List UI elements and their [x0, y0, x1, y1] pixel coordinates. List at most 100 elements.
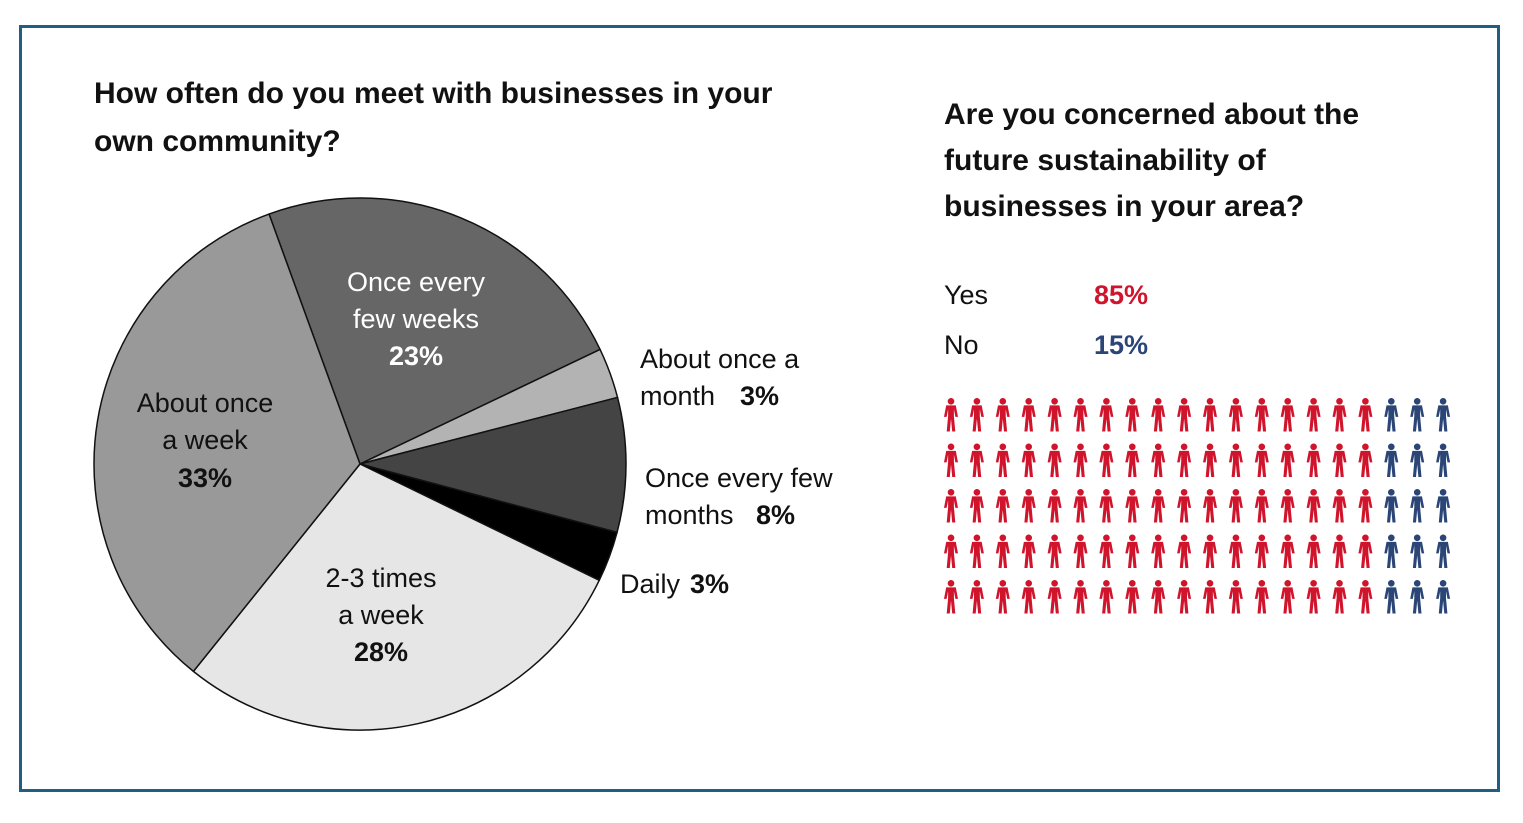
person-icon — [1203, 398, 1217, 432]
person-icon — [1384, 534, 1399, 568]
person-icon — [1306, 489, 1321, 523]
slice-label-month-line2: month — [640, 381, 715, 411]
person-icon — [1073, 398, 1088, 432]
person-icon — [1177, 580, 1192, 614]
person-icon — [1306, 398, 1321, 432]
person-icon — [1254, 489, 1269, 523]
slice-label-few-weeks-line2: few weeks — [353, 304, 479, 334]
person-icon — [1151, 443, 1166, 477]
person-icon — [969, 534, 984, 568]
person-icon — [1436, 580, 1451, 614]
person-icon — [995, 580, 1010, 614]
person-icon — [1384, 580, 1399, 614]
person-icon — [1436, 534, 1451, 568]
person-icon — [1332, 398, 1347, 432]
person-icon — [995, 398, 1010, 432]
person-icon — [1436, 443, 1451, 477]
person-icon — [1332, 580, 1347, 614]
person-icon — [1280, 580, 1295, 614]
person-icon — [1125, 398, 1140, 432]
person-icon — [1436, 489, 1451, 523]
slice-label-few-weeks-line1: Once every — [347, 267, 486, 297]
people-grid — [944, 398, 1451, 614]
poll-title: Are you concerned about the future susta… — [944, 98, 1360, 223]
person-icon — [1099, 534, 1114, 568]
slice-value-few-weeks: 23% — [389, 341, 443, 371]
person-icon — [1125, 580, 1140, 614]
person-icon — [995, 443, 1010, 477]
person-icon — [1099, 580, 1114, 614]
person-icon — [1177, 534, 1192, 568]
person-icon — [1332, 443, 1347, 477]
person-icon — [1203, 489, 1217, 523]
person-icon — [995, 489, 1010, 523]
slice-label-month-line1: About once a — [640, 344, 800, 374]
person-icon — [969, 489, 984, 523]
person-icon — [995, 534, 1010, 568]
person-icon — [1254, 398, 1269, 432]
person-icon — [1410, 580, 1425, 614]
pie-chart-title: How often do you meet with businesses in… — [94, 77, 773, 158]
people-pictogram — [944, 398, 1464, 620]
pie-slice-2-3-times-a-week — [192, 463, 600, 731]
person-icon — [944, 534, 958, 568]
person-icon — [1203, 580, 1217, 614]
person-icon — [1073, 443, 1088, 477]
person-icon — [1151, 398, 1166, 432]
person-icon — [1384, 443, 1399, 477]
person-icon — [1203, 443, 1217, 477]
person-icon — [1203, 534, 1217, 568]
poll-label-no: No — [944, 330, 979, 360]
person-icon — [1410, 443, 1425, 477]
person-icon — [1151, 489, 1166, 523]
person-icon — [1384, 489, 1399, 523]
person-icon — [1047, 534, 1062, 568]
person-icon — [969, 580, 984, 614]
poll-label-yes: Yes — [944, 280, 989, 310]
person-icon — [1047, 443, 1062, 477]
person-icon — [944, 443, 958, 477]
person-icon — [1280, 398, 1295, 432]
person-icon — [1436, 398, 1451, 432]
person-icon — [1332, 489, 1347, 523]
person-icon — [1332, 534, 1347, 568]
person-icon — [1151, 580, 1166, 614]
person-icon — [1254, 534, 1269, 568]
person-icon — [1073, 534, 1088, 568]
slice-value-times-week: 28% — [354, 637, 408, 667]
slice-label-once-week-line1: About once — [137, 388, 274, 418]
pie-slice-once-every-few-months — [359, 396, 627, 534]
slice-value-few-months: 8% — [756, 500, 795, 530]
slice-value-daily: 3% — [690, 569, 729, 599]
slice-label-few-months-line2: months — [645, 500, 734, 530]
chart-frame — [19, 25, 1500, 792]
pie-slice-about-once-a-week — [93, 213, 361, 673]
person-icon — [1125, 534, 1140, 568]
person-icon — [1177, 398, 1192, 432]
person-icon — [1021, 580, 1036, 614]
person-icon — [1047, 489, 1062, 523]
poll-row-yes: Yes 85% — [944, 280, 1148, 311]
person-icon — [1410, 534, 1425, 568]
person-icon — [1073, 580, 1088, 614]
person-icon — [1306, 534, 1321, 568]
pie-slice-once-every-few-weeks — [268, 197, 601, 465]
person-icon — [944, 580, 958, 614]
person-icon — [1021, 534, 1036, 568]
person-icon — [1099, 398, 1114, 432]
person-icon — [1021, 489, 1036, 523]
poll-value-no: 15% — [1094, 330, 1149, 360]
person-icon — [1099, 443, 1114, 477]
slice-value-once-week: 33% — [178, 463, 232, 493]
person-icon — [1280, 489, 1295, 523]
person-icon — [969, 443, 984, 477]
person-icon — [1021, 443, 1036, 477]
slice-value-month: 3% — [740, 381, 779, 411]
person-icon — [1047, 580, 1062, 614]
person-icon — [944, 489, 958, 523]
person-icon — [1177, 443, 1192, 477]
poll-value-yes: 85% — [1094, 280, 1149, 310]
person-icon — [1358, 534, 1373, 568]
slice-label-daily: Daily — [620, 569, 681, 599]
